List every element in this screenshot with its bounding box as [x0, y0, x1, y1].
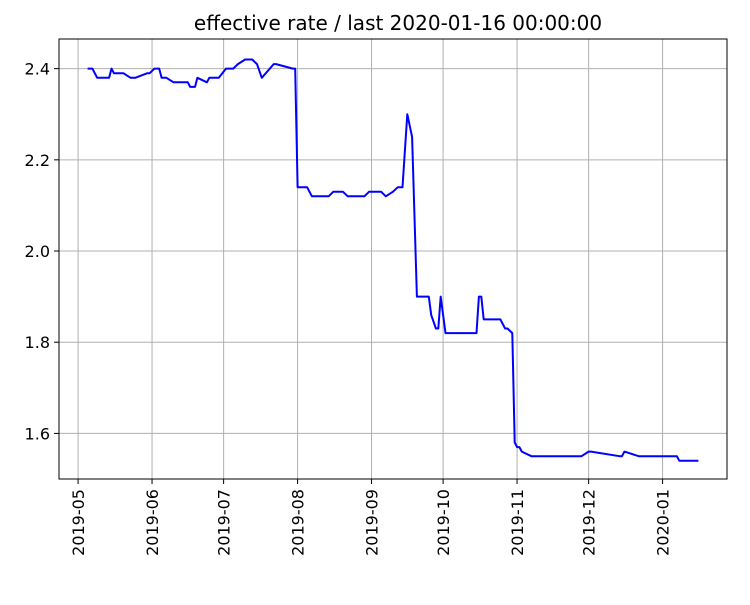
y-tick-label: 2.0 — [25, 242, 50, 261]
x-tick-label: 2019-12 — [580, 489, 599, 556]
x-tick-label: 2019-10 — [434, 489, 453, 556]
y-tick-label: 1.6 — [25, 424, 50, 443]
series-layer — [87, 58, 699, 462]
y-tick-label: 2.4 — [25, 60, 50, 79]
plot-frame — [58, 38, 728, 480]
x-tick-label: 2019-08 — [289, 489, 308, 556]
gridlines — [59, 39, 727, 479]
series-line — [87, 58, 699, 462]
chart-title: effective rate / last 2020-01-16 00:00:0… — [194, 11, 602, 35]
x-tick-label: 2019-06 — [143, 489, 162, 556]
y-axis: 1.6 1.8 2.0 2.2 2.4 — [25, 60, 59, 443]
x-tick-label: 2019-07 — [215, 489, 234, 556]
x-axis: 2019-05 2019-06 2019-07 2019-08 2019-09 2019-… — [69, 479, 673, 556]
x-tick-label: 2020-01 — [654, 489, 673, 556]
y-tick-label: 2.2 — [25, 151, 50, 170]
x-tick-label: 2019-05 — [69, 489, 88, 556]
x-tick-label: 2019-11 — [508, 489, 527, 556]
y-tick-label: 1.8 — [25, 333, 50, 352]
x-tick-label: 2019-09 — [363, 489, 382, 556]
